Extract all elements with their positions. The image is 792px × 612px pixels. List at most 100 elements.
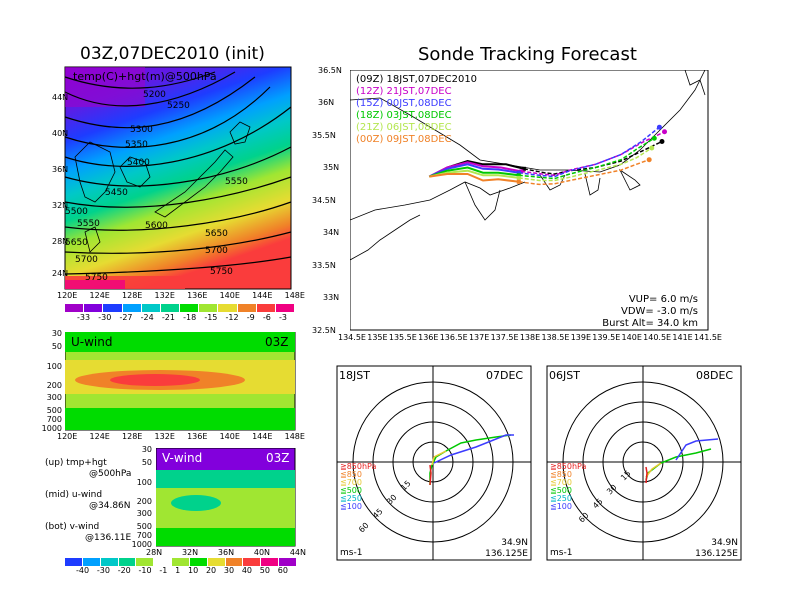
colorbar-label: -27: [119, 313, 133, 322]
landing-point: [659, 139, 665, 144]
contour-label: 5750: [210, 267, 233, 277]
colorbar-segment: [84, 304, 104, 312]
contour-label: 5200: [143, 90, 166, 100]
colorbar-label: -20: [117, 566, 131, 575]
u-wind-y-tick: 30: [51, 329, 62, 338]
v-wind-label: V-wind: [162, 451, 202, 465]
note-line: (up) tmp+hgt: [45, 458, 107, 468]
colorbar-segment: [141, 304, 161, 312]
colorbar-segment: [237, 304, 257, 312]
x-tick-label: 135.5E: [388, 333, 417, 342]
track-y-tick: 33.5N: [312, 261, 336, 270]
contour-label: 5700: [205, 246, 228, 256]
tracking-plot-frame: [350, 70, 709, 331]
burst-point: [519, 169, 524, 174]
x-tick-label: 132E: [154, 432, 175, 441]
y-tick-label: 28N: [52, 237, 69, 246]
temperature-height-map: 5200 5250 5300 5350 5400 5450 5500 5550 …: [64, 66, 292, 290]
colorbar-segment: [65, 558, 83, 566]
x-tick-label: 138.5E: [541, 333, 570, 342]
track-line: [429, 173, 519, 183]
track-line-dashed: [518, 126, 660, 178]
x-tick-label: 141.5E: [694, 333, 722, 342]
v-wind-time: 03Z: [266, 451, 290, 465]
x-tick-label: 137.5E: [490, 333, 519, 342]
colorbar-label: 30: [223, 566, 235, 575]
contour-label: 5550: [77, 219, 100, 229]
colorbar-label: -30: [98, 313, 112, 322]
u-wind-y-tick: 300: [46, 393, 62, 402]
contour-label: 5250: [167, 101, 190, 111]
u-wind-x-ticks: 120E 124E 128E 132E 136E 140E 144E 148E: [57, 432, 305, 441]
colorbar-segment: [189, 558, 208, 566]
x-tick-label: 138E: [519, 333, 541, 342]
colorbar-segment: [100, 558, 119, 566]
level-legend: ≦250: [340, 494, 362, 503]
colorbar-label: -12: [225, 313, 239, 322]
x-tick-label: 128E: [122, 432, 143, 441]
level-legend: ≦700: [550, 478, 572, 487]
track-line: [429, 169, 519, 179]
landing-point: [651, 135, 657, 141]
contour-label: 5450: [105, 188, 128, 198]
x-tick-label: 128E: [122, 291, 143, 300]
u-wind-y-tick: 200: [46, 381, 62, 390]
legend-entry: (15Z) 00JST,08DEC: [356, 98, 452, 109]
colorbar-label: -33: [77, 313, 91, 322]
x-tick-label: 141E: [672, 333, 693, 342]
colorbar-label: -6: [262, 313, 271, 322]
track-line-dashed: [518, 158, 650, 186]
landing-point: [649, 145, 655, 151]
colorbar-label: 1: [175, 566, 181, 575]
y-tick-label: 36N: [52, 165, 69, 174]
x-tick-label: 139.5E: [592, 333, 621, 342]
hodo-unit: ms-1: [550, 548, 572, 558]
y-tick-label: 44N: [52, 93, 69, 102]
x-tick-label: 136E: [418, 333, 439, 342]
contour-label: 5550: [225, 177, 248, 187]
v-wind-y-tick: 700: [136, 531, 152, 540]
tracking-title: Sonde Tracking Forecast: [418, 44, 637, 65]
colorbar-label: -10: [138, 566, 152, 575]
level-legend: ≦850: [340, 470, 362, 479]
colorbar-label: 60: [277, 566, 288, 575]
contour-label: 5300: [130, 125, 153, 135]
u-wind-y-tick: 1000: [41, 424, 62, 433]
colorbar-label: -24: [140, 313, 154, 322]
colorbar-segment: [225, 558, 244, 566]
note-line: @34.86N: [89, 501, 131, 511]
x-tick-label: 140E: [621, 333, 642, 342]
colorbar-segment: [82, 558, 101, 566]
burst-point: [516, 173, 521, 178]
x-tick-label: 120E: [57, 432, 78, 441]
colorbar-segment: [261, 558, 280, 566]
hodograph-2: 06JST 08DEC 15 30 45 60 ≧850hPa ≦850 ≦70…: [546, 365, 742, 561]
u-wind-label: U-wind: [71, 335, 112, 349]
u-wind-time: 03Z: [265, 335, 289, 349]
burst-point: [516, 179, 521, 184]
track-line-dashed: [518, 137, 655, 180]
tracking-legend: (09Z) 18JST,07DEC2010 (12Z) 21JST,07DEC …: [356, 74, 477, 145]
hodo-time: 18JST: [339, 369, 370, 382]
v-wind-cross-section: V-wind 03Z: [156, 448, 296, 547]
colorbar-label: -18: [183, 313, 197, 322]
track-y-tick: 34N: [323, 228, 340, 237]
x-tick-label: 28N: [146, 548, 163, 557]
u-wind-cross-section: U-wind 03Z: [65, 332, 296, 431]
v-wind-x-ticks: 28N 32N 36N 40N 44N: [146, 548, 306, 557]
level-legend: ≧850hPa: [550, 462, 587, 471]
temperature-colorbar-labels: -33 -30 -27 -24 -21 -18 -15 -12 -9 -6 -3: [77, 313, 287, 322]
colorbar-segment: [103, 304, 123, 312]
track-y-tick: 36.5N: [318, 66, 342, 75]
colorbar-segment: [154, 558, 173, 566]
burst-point: [516, 170, 521, 175]
colorbar-label: -9: [246, 313, 255, 322]
track-line: [428, 166, 519, 178]
hodo-lon: 136.125E: [485, 549, 528, 559]
note-line: @136.11E: [85, 533, 132, 543]
colorbar-segment: [180, 304, 200, 312]
v-wind-y-tick: 30: [141, 445, 152, 454]
level-legend: ≧850hPa: [340, 462, 377, 471]
u-wind-y-tick: 700: [46, 415, 62, 424]
u-wind-y-tick: 50: [51, 342, 62, 351]
